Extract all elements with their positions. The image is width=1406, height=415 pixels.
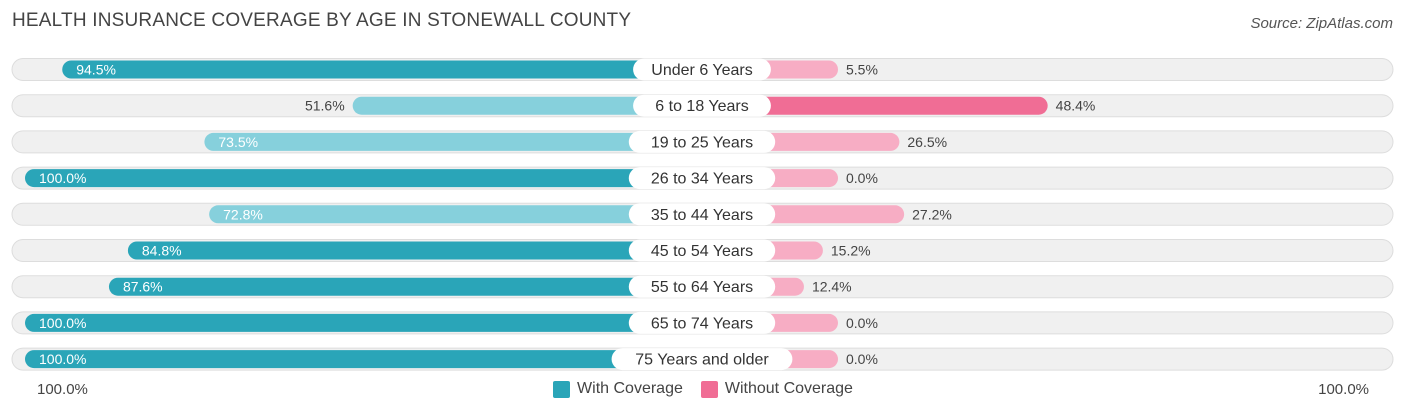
chart-row: 51.6% 48.4% 6 to 18 Years — [11, 94, 1394, 118]
with-coverage-bar[interactable] — [127, 241, 703, 260]
with-coverage-bar[interactable] — [204, 132, 702, 151]
category-pill — [633, 94, 771, 117]
with-coverage-bar[interactable] — [25, 350, 702, 369]
chart-row: 100.0% 0.0% 65 to 74 Years — [11, 311, 1394, 335]
legend-item-with-coverage[interactable]: With Coverage — [553, 380, 683, 398]
legend: With Coverage Without Coverage — [0, 380, 1406, 398]
category-pill — [633, 58, 771, 81]
with-coverage-value-label: 84.8% — [142, 243, 182, 259]
without-coverage-value-label: 5.5% — [846, 62, 878, 78]
without-coverage-value-label: 26.5% — [907, 134, 947, 150]
with-coverage-value-label: 100.0% — [39, 351, 86, 367]
without-coverage-value-label: 15.2% — [831, 243, 871, 259]
without-coverage-value-label: 0.0% — [846, 170, 878, 186]
chart-row: 100.0% 0.0% 75 Years and older — [11, 347, 1394, 371]
without-coverage-value-label: 0.0% — [846, 351, 878, 367]
without-coverage-bar[interactable] — [702, 96, 1048, 115]
category-pill — [628, 167, 776, 190]
with-coverage-swatch — [553, 380, 571, 398]
chart-title: HEALTH INSURANCE COVERAGE BY AGE IN STON… — [12, 10, 632, 31]
category-pill — [611, 348, 793, 371]
category-pill — [628, 311, 776, 334]
category-label: 35 to 44 Years — [651, 207, 753, 224]
legend-item-without-coverage[interactable]: Without Coverage — [700, 380, 853, 398]
chart-row: 100.0% 0.0% 26 to 34 Years — [11, 166, 1394, 190]
axis-right-label: 100.0% — [1318, 381, 1369, 398]
with-coverage-bar[interactable] — [25, 313, 702, 332]
source-label: Source: ZipAtlas.com — [1250, 15, 1393, 32]
chart-row: 94.5% 5.5% Under 6 Years — [11, 58, 1394, 81]
with-coverage-legend-label: With Coverage — [577, 380, 683, 397]
with-coverage-bar[interactable] — [209, 205, 703, 224]
with-coverage-value-label: 73.5% — [218, 134, 258, 150]
category-label: 75 Years and older — [635, 352, 769, 369]
category-pill — [628, 203, 776, 226]
with-coverage-bar[interactable] — [62, 60, 703, 79]
category-label: 65 to 74 Years — [651, 315, 753, 332]
category-label: 6 to 18 Years — [655, 98, 748, 115]
category-label: 55 to 64 Years — [651, 279, 753, 296]
chart-row: 84.8% 15.2% 45 to 54 Years — [11, 239, 1394, 262]
category-label: 26 to 34 Years — [651, 171, 753, 188]
with-coverage-value-label: 87.6% — [123, 279, 163, 295]
without-coverage-swatch — [700, 380, 718, 398]
without-coverage-value-label: 27.2% — [912, 206, 952, 222]
axis-left-label: 100.0% — [37, 381, 88, 398]
category-label: Under 6 Years — [651, 62, 752, 79]
chart-row: 73.5% 26.5% 19 to 25 Years — [11, 130, 1394, 154]
category-pill — [628, 239, 776, 262]
category-pill — [628, 275, 776, 298]
without-coverage-value-label: 48.4% — [1056, 98, 1096, 114]
category-label: 19 to 25 Years — [651, 134, 753, 151]
with-coverage-bar[interactable] — [25, 169, 702, 188]
with-coverage-value-label: 94.5% — [76, 62, 116, 78]
category-label: 45 to 54 Years — [651, 243, 753, 260]
chart-row: 87.6% 12.4% 55 to 64 Years — [11, 275, 1394, 299]
without-coverage-legend-label: Without Coverage — [724, 380, 853, 397]
with-coverage-bar[interactable] — [352, 96, 702, 115]
with-coverage-bar[interactable] — [108, 277, 702, 296]
with-coverage-value-label: 51.6% — [305, 98, 345, 114]
chart-area: 94.5% 5.5% Under 6 Years 51.6% 48.4% 6 to 18 … — [11, 58, 1394, 371]
without-coverage-value-label: 0.0% — [846, 315, 878, 331]
with-coverage-value-label: 100.0% — [39, 170, 86, 186]
with-coverage-value-label: 72.8% — [223, 206, 263, 222]
category-pill — [628, 130, 776, 153]
without-coverage-value-label: 12.4% — [812, 279, 852, 295]
with-coverage-value-label: 100.0% — [39, 315, 86, 331]
chart-row: 72.8% 27.2% 35 to 44 Years — [11, 202, 1394, 226]
